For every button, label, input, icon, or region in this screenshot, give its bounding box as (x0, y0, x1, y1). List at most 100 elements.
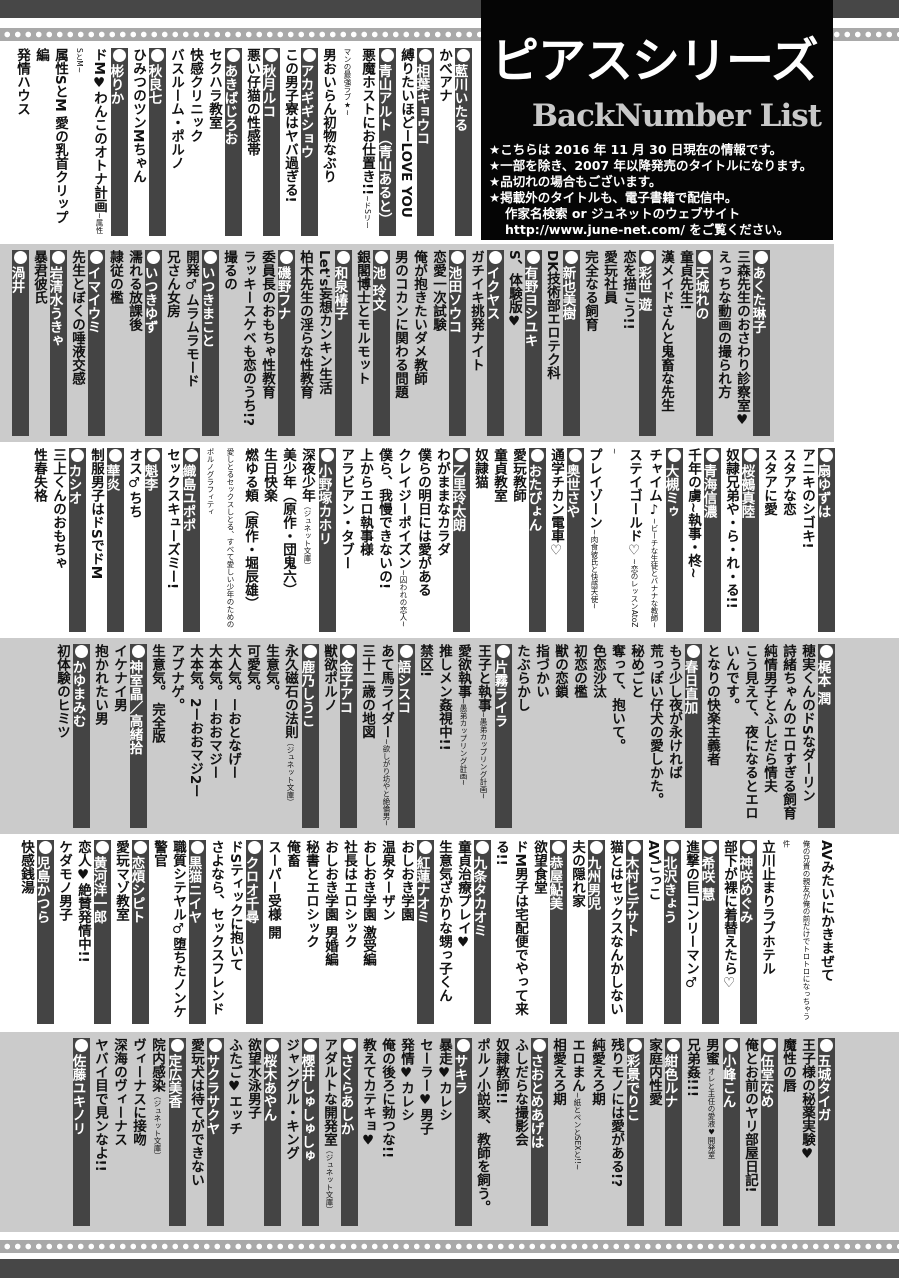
author-name: 彬りか (111, 64, 124, 105)
title-text: アダルトな開発室 (321, 1038, 337, 1146)
title-text: 快感クリニック (187, 48, 203, 143)
author-name: 扇ゆずは (818, 464, 831, 518)
author-header: 希咲 慧 (702, 840, 719, 1024)
author-header: 梶本 潤 (818, 644, 835, 828)
author-name: 金子アコ (340, 660, 353, 714)
title-text: 恋愛一次試験 (430, 250, 446, 331)
book-title: 夫の隠れ家 (567, 840, 586, 1024)
author-header: 青山アルト（青山あると） (379, 48, 396, 236)
author-header: 伍堂なめ (761, 1038, 778, 1226)
author-header: 秋良七 (149, 48, 166, 236)
author-name: 春日直加 (685, 660, 698, 714)
book-title: クレイジーポイズン~囚われの恋人~ (393, 448, 413, 632)
title-text: 獣欲ポルノ (321, 644, 337, 712)
book-title: 僕らの明日には愛がある (413, 448, 432, 632)
book-title: 千年の虜~執事・柊~ (683, 448, 702, 632)
bullet-circle-icon (343, 1039, 356, 1052)
author-header: 彩景でりこ (627, 1038, 644, 1226)
title-text: 漢メイドさんと鬼畜な先生 (658, 250, 674, 412)
title-text: 上からエロ執事様 (357, 448, 373, 556)
bullet-circle-icon (744, 449, 757, 462)
title-text: 愛玩教師 (510, 448, 526, 502)
band-row-4: 梶本 潤穂実くんのドSなダーリン 詩緒ちゃんのエロすぎる飼育 純情男子とふしだら情夫… (0, 638, 899, 834)
author-header: 神咲めぐみ (740, 840, 757, 1024)
title-text: 家庭内性愛 (646, 1038, 662, 1106)
author-header: アカギギショウ (301, 48, 318, 236)
book-title: スーパー受様 開 (263, 840, 282, 1024)
author-header: 片霧ライラ (495, 644, 512, 828)
bullet-circle-icon (725, 1039, 738, 1052)
book-title: イケナイ男 (109, 644, 128, 828)
title-text: こう見えて、夜になるとエロいんです。 (723, 644, 758, 820)
author-name: 磯野フナ (278, 266, 291, 320)
book-title: DK技術部エロテク科 (542, 250, 561, 436)
author-header: 相葉キョウコ (417, 48, 434, 236)
backnumber-subtitle: BackNumber List (531, 98, 822, 134)
book-title: 三上くんのおもちゃ (48, 448, 67, 632)
book-title: 兄さん女房 (162, 250, 181, 436)
title-text: セーラー♥男子 (417, 1038, 433, 1135)
title-text: 発情♥カレシ (398, 1038, 414, 1122)
title-text: あて馬ライダー (378, 644, 394, 739)
bullet-circle-icon (820, 1039, 833, 1052)
book-title: 悪魔ホストにお仕置き!!~ドSリーマンの最強ラブ★~ (337, 48, 377, 236)
book-title: たぶらかし (512, 644, 531, 828)
book-title: 美少年（原作・団鬼六） (278, 448, 297, 632)
author-header: 小野塚カホリ (319, 448, 336, 632)
title-text: 深海のヴィーナス (111, 1038, 127, 1146)
author-header: 有野ヨシユキ (525, 250, 542, 436)
author-name: 恭屋鮎美 (550, 856, 563, 910)
author-name: 片霧ライラ (495, 660, 508, 728)
book-title: 純愛えろ期 (587, 1038, 606, 1226)
title-text: アラビアン・タブー (338, 448, 354, 570)
website-link[interactable]: http://www.june-net.com/ をご覧ください。 (505, 222, 790, 237)
title-text: ドM♥わんこのオトナ計画 (91, 48, 107, 213)
title-text: バスルーム・ポルノ (168, 48, 184, 170)
book-title: 愛玩犬は待てができない (186, 1038, 205, 1226)
author-name: 大槻ミゥ (666, 464, 679, 518)
book-title: 抱かれたい男 (90, 644, 109, 828)
author-name: 黒猫ニイヤ (189, 856, 202, 924)
author-name: 黄河洋一郎 (94, 856, 107, 924)
title-text: 指づかい (533, 644, 549, 698)
title-text: 銀閣博士とモルモット (354, 250, 370, 385)
author-name: 児島かつら (37, 856, 50, 924)
book-title: この男子寮はヤバ過ぎる! (280, 48, 299, 236)
title-text: 童貞教室 (491, 448, 507, 502)
author-name: サキラ (455, 1054, 468, 1095)
book-title: 可愛気。 (242, 644, 261, 828)
bullet-circle-icon (304, 645, 317, 658)
bullet-circle-icon (90, 251, 103, 264)
bullet-circle-icon (204, 251, 217, 264)
bullet-circle-icon (457, 49, 470, 62)
title-text: 俺の後ろに勃つな!! (379, 1038, 395, 1159)
book-title: わがままなカラダ (432, 448, 451, 632)
bullet-circle-icon (531, 449, 544, 462)
book-title: S、体験版♥ (504, 250, 523, 436)
bullet-circle-icon (666, 841, 679, 854)
book-title: プレイゾーン~肉食彼氏と快感天使~ (584, 448, 604, 632)
book-title: 恋愛一次試験 (428, 250, 447, 436)
book-title: 委員長のおもちゃ性教育 (257, 250, 276, 436)
author-name: 定広美香 (169, 1054, 182, 1108)
author-header: 華炎 (107, 448, 124, 632)
title-text: 柏木先生の淫らな性教育 (297, 250, 313, 399)
author-header: あきばじろお (225, 48, 242, 236)
title-text: 燃ゆる頬（原作・堀辰雄） (242, 448, 258, 610)
author-header: おたぴょん (529, 448, 546, 632)
title-text: 発情ハウス (14, 48, 30, 116)
author-header: 鹿乃しうこ (302, 644, 319, 828)
author-header: 奥世さや (567, 448, 584, 632)
bullet-circle-icon (14, 251, 27, 264)
book-title: 俺の後ろに勃つな!! (377, 1038, 396, 1226)
title-text: 三上くんのおもちゃ (50, 448, 66, 570)
author-header: 渦井 (12, 250, 29, 436)
book-title: 愛玩マゾ教室 (111, 840, 130, 1024)
bullet-circle-icon (171, 1039, 184, 1052)
book-title: ヤバイ目で見ンなよ!! (90, 1038, 109, 1226)
book-title: 濡れる放課後 (124, 250, 143, 436)
title-text: 大本気。2ーおおマジ2ー (187, 644, 203, 798)
title-text: スタアな恋 (780, 448, 796, 516)
book-title: 恋人♥絶賛発情中!! (73, 840, 92, 1024)
book-title: 禁区! (415, 644, 434, 828)
